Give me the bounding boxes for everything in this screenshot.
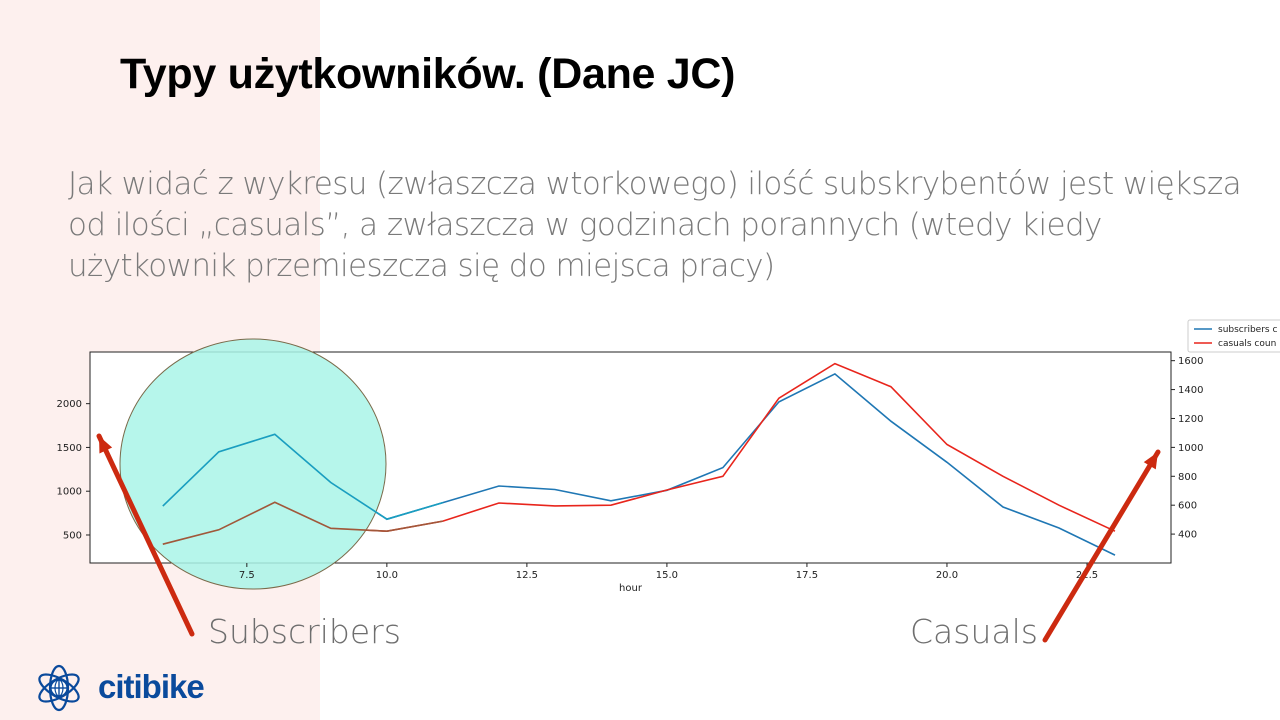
y2-tick-label: 1200 bbox=[1178, 414, 1203, 425]
arrow-casuals-head bbox=[1143, 452, 1158, 470]
x-axis-label: hour bbox=[619, 583, 643, 594]
slide-body-text: Jak widać z wykresu (zwłaszcza wtorkoweg… bbox=[68, 166, 1242, 284]
y2-tick-label: 1000 bbox=[1178, 443, 1203, 454]
y2-tick-label: 400 bbox=[1178, 530, 1197, 541]
x-tick-label: 22.5 bbox=[1076, 570, 1098, 581]
y2-tick-label: 1400 bbox=[1178, 385, 1203, 396]
citibike-logo: citibike bbox=[98, 668, 205, 705]
y2-tick-label: 800 bbox=[1178, 472, 1197, 483]
legend-entry: subscribers c bbox=[1218, 325, 1277, 335]
x-tick-label: 15.0 bbox=[656, 570, 678, 581]
x-tick-label: 10.0 bbox=[376, 570, 398, 581]
y2-tick-label: 600 bbox=[1178, 501, 1197, 512]
legend-box bbox=[1187, 319, 1280, 353]
arrow-casuals-shaft bbox=[1042, 449, 1161, 643]
x-tick-label: 17.5 bbox=[796, 570, 818, 581]
slide-title: Typy użytkowników. (Dane JC) bbox=[120, 50, 736, 98]
y2-tick-label: 1600 bbox=[1178, 356, 1203, 367]
x-tick-label: 12.5 bbox=[516, 570, 538, 581]
legend-entry: casuals coun bbox=[1218, 339, 1276, 349]
subscribers-caption: Subscribers bbox=[208, 612, 401, 651]
globe-rings-icon bbox=[38, 664, 80, 712]
x-tick-label: 20.0 bbox=[936, 570, 958, 581]
casuals-caption: Casuals bbox=[910, 612, 1038, 651]
